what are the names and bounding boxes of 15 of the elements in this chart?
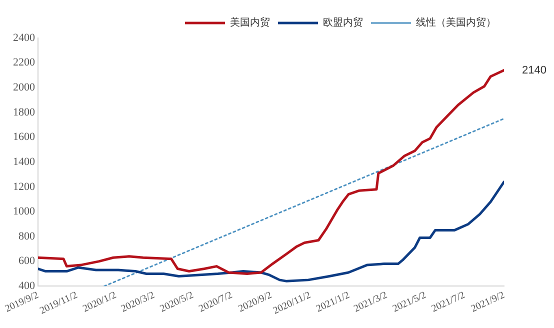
legend-label: 欧盟内贸: [323, 16, 363, 29]
y-tick-label: 1800: [13, 106, 36, 118]
y-tick-label: 1400: [13, 156, 36, 168]
legend-label: 线性（美国内贸）: [416, 16, 496, 29]
y-tick-label: 1000: [13, 206, 36, 218]
y-tick-label: 2200: [13, 56, 36, 69]
y-tick-label: 400: [18, 280, 36, 292]
y-tick-label: 2400: [13, 32, 36, 44]
y-tick-label: 1200: [13, 180, 36, 193]
legend-label: 美国内贸: [230, 16, 270, 29]
y-tick-label: 600: [18, 255, 36, 268]
y-tick-label: 800: [18, 230, 36, 242]
y-tick-label: 1600: [13, 131, 36, 144]
annotation: 2140: [522, 64, 546, 76]
y-tick-label: 2000: [13, 82, 36, 94]
